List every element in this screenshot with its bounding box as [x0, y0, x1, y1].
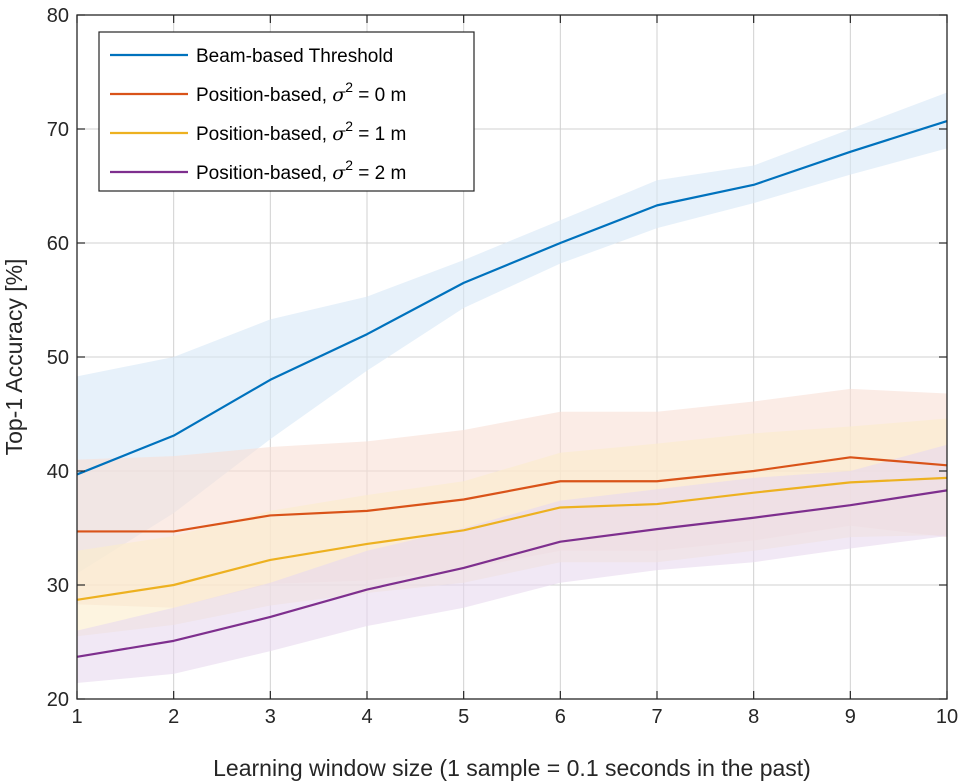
x-tick-label: 2 — [168, 706, 179, 728]
x-tick-label: 6 — [555, 706, 566, 728]
axis-ticks — [76, 14, 948, 700]
y-tick-label: 50 — [47, 347, 69, 369]
legend-label-superscript: 2 — [345, 157, 353, 173]
legend-label-prefix: Position-based, — [196, 85, 332, 106]
legend-label-superscript: 2 — [345, 118, 353, 134]
legend-label-series-1: Beam-based Threshold — [196, 46, 393, 67]
legend-label-series-4: Position-based, σ2 = 2 m — [196, 157, 406, 184]
x-tick-label: 9 — [845, 706, 856, 728]
legend-label-superscript: 2 — [345, 79, 353, 95]
series-line-3 — [76, 476, 948, 601]
x-axis-label: Learning window size (1 sample = 0.1 sec… — [213, 755, 811, 781]
x-tick-label: 1 — [71, 706, 82, 728]
legend-label-sigma: σ — [332, 84, 346, 106]
tick-labels: 1 2 3 4 5 6 7 8 9 10 20 30 40 50 60 70 80 — [47, 5, 958, 728]
y-tick-label: 80 — [47, 5, 69, 27]
y-tick-label: 60 — [47, 233, 69, 255]
legend-label-series-2: Position-based, σ2 = 0 m — [196, 79, 406, 106]
series-lines — [76, 119, 948, 658]
x-tick-label: 3 — [265, 706, 276, 728]
legend-label-suffix: = 2 m — [353, 163, 406, 184]
confidence-bands — [77, 92, 947, 684]
series-line-1 — [76, 119, 948, 476]
confidence-band-series-1 — [77, 92, 947, 574]
x-tick-label: 7 — [651, 706, 662, 728]
y-tick-label: 20 — [47, 689, 69, 711]
confidence-band-series-4 — [77, 444, 947, 684]
series-line-4 — [76, 489, 948, 658]
x-tick-label: 4 — [361, 706, 372, 728]
legend-box — [98, 31, 475, 192]
x-tick-label: 10 — [936, 706, 958, 728]
legend-label-suffix: = 0 m — [353, 85, 406, 106]
legend-label-prefix: Position-based, — [196, 124, 332, 145]
y-tick-label: 30 — [47, 575, 69, 597]
series-line-2 — [77, 456, 948, 533]
x-tick-label: 8 — [748, 706, 759, 728]
legend-label-suffix: = 1 m — [353, 124, 406, 145]
y-axis-label: Top-1 Accuracy [%] — [1, 259, 27, 456]
x-tick-label: 5 — [458, 706, 469, 728]
legend-label-prefix: Position-based, — [196, 163, 332, 184]
y-tick-label: 70 — [47, 119, 69, 141]
legend-label-series-3: Position-based, σ2 = 1 m — [196, 118, 406, 145]
legend-label-sigma: σ — [332, 123, 346, 145]
y-tick-label: 40 — [47, 461, 69, 483]
legend-label-sigma: σ — [332, 162, 346, 184]
